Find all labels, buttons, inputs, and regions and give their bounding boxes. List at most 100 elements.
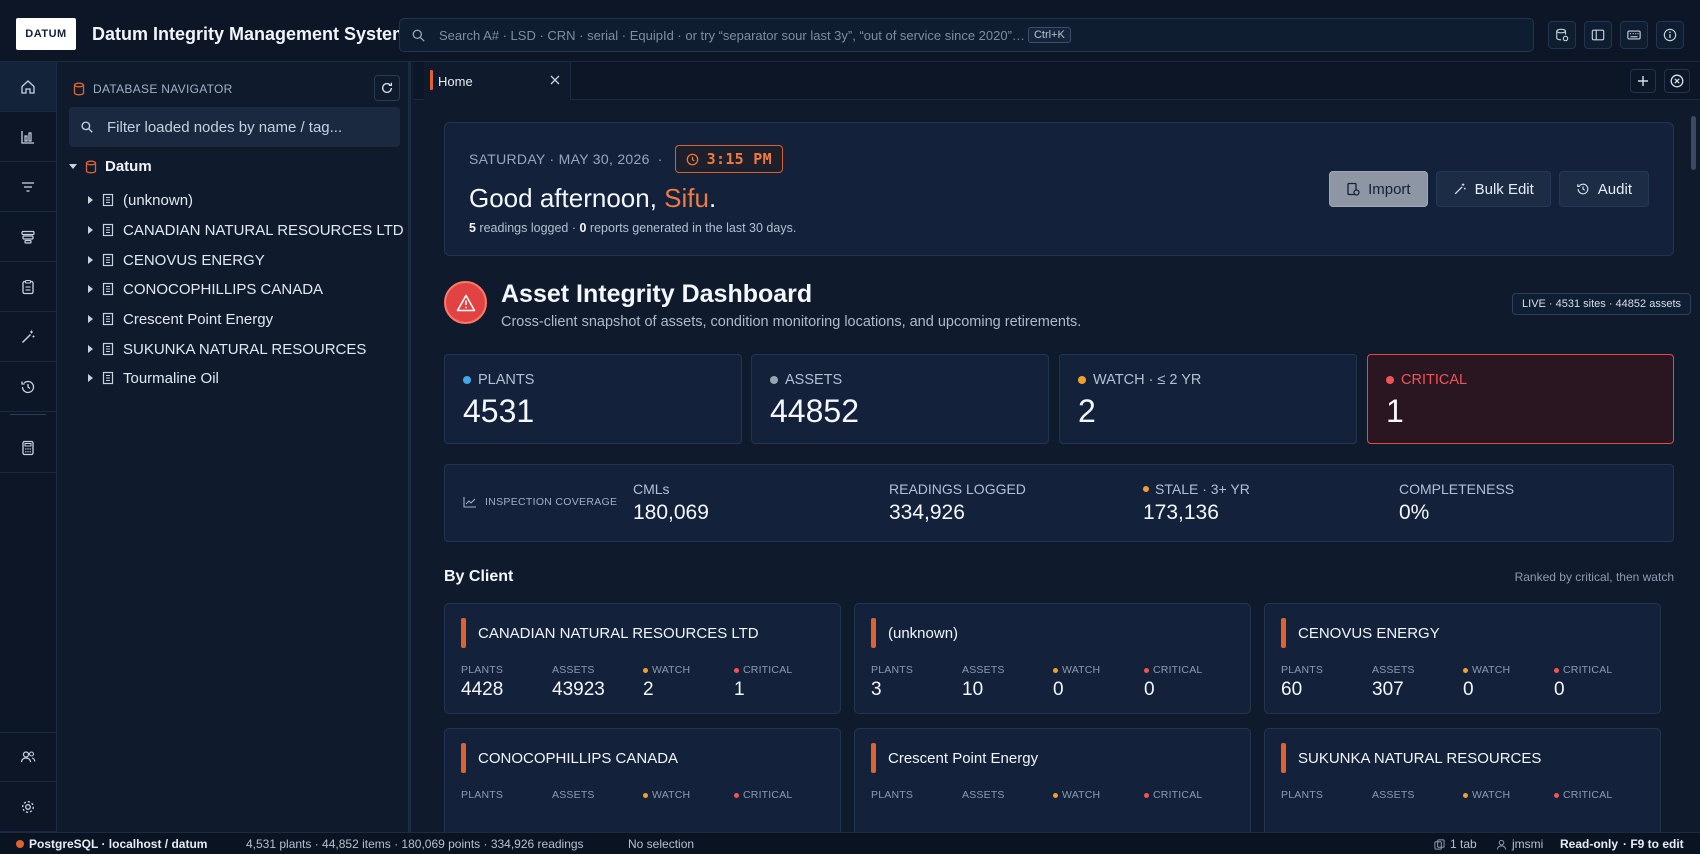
tree-item[interactable]: CONOCOPHILLIPS CANADA xyxy=(88,278,323,300)
status-tabs: 1 tab xyxy=(1434,837,1477,851)
close-icon[interactable] xyxy=(550,75,560,85)
chart-icon[interactable] xyxy=(0,112,56,162)
database-settings-icon[interactable] xyxy=(1548,21,1576,49)
clipboard-icon[interactable] xyxy=(0,262,56,312)
import-button[interactable]: Import xyxy=(1329,171,1428,207)
metric-label: WATCH xyxy=(652,789,691,801)
tree-item[interactable]: SUKUNKA NATURAL RESOURCES xyxy=(88,338,366,360)
metric-value: 2 xyxy=(643,679,654,700)
status-user-label: jmsmi xyxy=(1512,837,1544,851)
chevron-right-icon[interactable] xyxy=(88,285,93,293)
chevron-right-icon[interactable] xyxy=(88,315,93,323)
greeting-title: Good afternoon, Sifu. xyxy=(469,183,716,214)
wand-icon xyxy=(1453,182,1467,196)
tree-item[interactable]: Tourmaline Oil xyxy=(88,367,219,389)
client-card[interactable]: CENOVUS ENERGY PLANTS 60 ASSETS 307 WATCH 0… xyxy=(1264,603,1661,714)
critical-dot-icon xyxy=(1554,792,1559,798)
metric-label: WATCH xyxy=(652,664,691,676)
stat-watch[interactable]: WATCH · ≤ 2 YR 2 xyxy=(1059,354,1357,444)
tab-home[interactable]: Home xyxy=(424,62,571,100)
metric-value: 0 xyxy=(1463,679,1474,700)
bulk-edit-label: Bulk Edit xyxy=(1474,180,1534,198)
reports-label: reports generated in the last 30 days. xyxy=(586,221,797,235)
metric-label: ASSETS xyxy=(1372,789,1415,801)
layers-icon[interactable] xyxy=(0,212,56,262)
navigator-filter-input[interactable]: Filter loaded nodes by name / tag... xyxy=(69,107,400,147)
status-bar: PostgreSQL · localhost / datum 4,531 pla… xyxy=(0,832,1700,854)
critical-dot-icon xyxy=(1144,667,1149,673)
tree-root-datum[interactable]: Datum xyxy=(69,158,152,175)
client-name: CENOVUS ENERGY xyxy=(1298,625,1440,642)
chevron-right-icon[interactable] xyxy=(88,196,93,204)
tree-item-label: Tourmaline Oil xyxy=(123,369,219,387)
by-client-title: By Client xyxy=(444,568,514,585)
clock: 3:15 PM xyxy=(674,145,783,173)
client-card[interactable]: Crescent Point Energy PLANTS ASSETS WATC… xyxy=(854,728,1251,832)
stat-label: PLANTS xyxy=(478,372,535,388)
new-tab-button[interactable] xyxy=(1630,69,1656,93)
status-tabs-label: 1 tab xyxy=(1450,837,1477,851)
global-search[interactable]: Search A# · LSD · CRN · serial · EquipId… xyxy=(399,18,1534,52)
tree-item[interactable]: (unknown) xyxy=(88,189,193,211)
coverage-cmls: CMLs 180,069 xyxy=(633,481,709,525)
stat-critical[interactable]: CRITICAL 1 xyxy=(1367,354,1674,444)
coverage-readings: READINGS LOGGED 334,926 xyxy=(889,481,1026,525)
metric-value: 10 xyxy=(962,679,984,700)
coverage-title: INSPECTION COVERAGE xyxy=(485,496,618,508)
sidebar-toggle-icon[interactable] xyxy=(1584,21,1612,49)
status-mode[interactable]: Read-only · F9 to edit xyxy=(1560,837,1684,851)
client-name: SUKUNKA NATURAL RESOURCES xyxy=(1298,750,1542,767)
chevron-right-icon[interactable] xyxy=(88,345,93,353)
coverage-item-label: STALE · 3+ YR xyxy=(1155,481,1250,497)
status-selection: No selection xyxy=(628,837,695,851)
stat-assets[interactable]: ASSETS 44852 xyxy=(751,354,1049,444)
tree-item[interactable]: CENOVUS ENERGY xyxy=(88,249,265,271)
client-card[interactable]: (unknown) PLANTS 3 ASSETS 10 WATCH 0 CRITIC… xyxy=(854,603,1251,714)
metric-value: 0 xyxy=(1554,679,1565,700)
refresh-button[interactable] xyxy=(374,75,400,101)
greeting-summary: 5 readings logged · 0 reports generated … xyxy=(469,221,796,235)
stat-label: WATCH · ≤ 2 YR xyxy=(1093,372,1202,388)
gear-icon[interactable] xyxy=(0,782,56,832)
tab-bar: Home xyxy=(414,62,1700,100)
db-connection[interactable]: PostgreSQL · localhost / datum xyxy=(16,837,207,851)
client-card[interactable]: CANADIAN NATURAL RESOURCES LTD PLANTS 442… xyxy=(444,603,841,714)
client-card[interactable]: CONOCOPHILLIPS CANADA PLANTS ASSETS WATC… xyxy=(444,728,841,832)
scrollbar[interactable] xyxy=(1691,116,1696,170)
chevron-right-icon[interactable] xyxy=(88,374,93,382)
client-name: CONOCOPHILLIPS CANADA xyxy=(478,750,679,767)
card-accent xyxy=(1281,743,1286,773)
tree-item[interactable]: Crescent Point Energy xyxy=(88,308,273,330)
search-placeholder[interactable]: Search A# · LSD · CRN · serial · EquipId… xyxy=(439,27,1025,43)
close-circle-icon xyxy=(1670,74,1684,88)
filter-icon[interactable] xyxy=(0,162,56,212)
by-client-note: Ranked by critical, then watch xyxy=(1514,570,1674,584)
clock-icon xyxy=(686,153,699,166)
close-all-tabs-button[interactable] xyxy=(1664,69,1690,93)
bulk-edit-button[interactable]: Bulk Edit xyxy=(1435,171,1551,207)
calculator-icon[interactable] xyxy=(0,423,56,473)
tree-item[interactable]: CANADIAN NATURAL RESOURCES LTD xyxy=(88,219,404,241)
app-logo[interactable]: DATUM xyxy=(16,18,76,50)
users-icon[interactable] xyxy=(0,732,56,782)
tree-item-label: SUKUNKA NATURAL RESOURCES xyxy=(123,340,367,358)
info-icon[interactable] xyxy=(1656,21,1684,49)
wand-icon[interactable] xyxy=(0,312,56,362)
chevron-down-icon[interactable] xyxy=(69,164,77,169)
home-icon[interactable] xyxy=(0,62,56,112)
coverage-item-label: READINGS LOGGED xyxy=(889,481,1026,497)
chevron-right-icon[interactable] xyxy=(88,226,93,234)
tree-item-label: (unknown) xyxy=(123,191,194,209)
keyboard-icon[interactable] xyxy=(1620,21,1648,49)
metric-label: PLANTS xyxy=(871,789,914,801)
tree-item-label: CANADIAN NATURAL RESOURCES LTD xyxy=(123,221,404,239)
history-icon[interactable] xyxy=(0,362,56,412)
audit-button[interactable]: Audit xyxy=(1558,171,1649,207)
building-icon xyxy=(102,371,114,385)
client-card[interactable]: SUKUNKA NATURAL RESOURCES PLANTS ASSETS … xyxy=(1264,728,1661,832)
tree-item-label: CENOVUS ENERGY xyxy=(123,251,265,269)
stat-plants[interactable]: PLANTS 4531 xyxy=(444,354,742,444)
navigator-title: DATABASE NAVIGATOR xyxy=(93,82,233,96)
chevron-right-icon[interactable] xyxy=(88,256,93,264)
filter-placeholder[interactable]: Filter loaded nodes by name / tag... xyxy=(107,118,343,136)
